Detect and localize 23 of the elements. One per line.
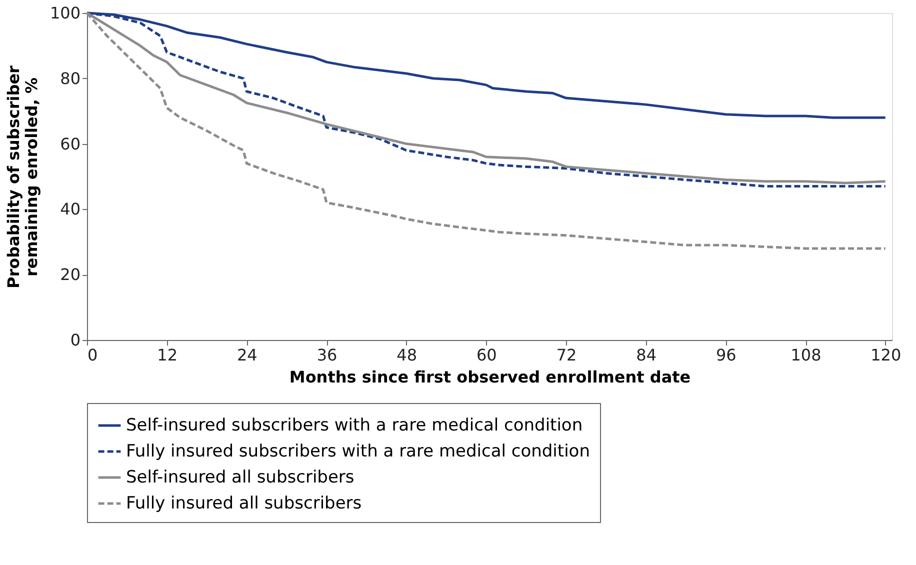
legend-label: Self-insured subscribers with a rare medical condition <box>126 416 583 436</box>
x-tick-label: 96 <box>716 346 736 364</box>
x-tick-label: 60 <box>476 346 497 364</box>
legend-label: Fully insured all subscribers <box>126 494 362 514</box>
x-tick-label: 72 <box>556 346 577 364</box>
y-tick-label: 80 <box>60 68 80 88</box>
legend-label: Fully insured subscribers with a rare medical condition <box>126 442 590 462</box>
x-tick-label: 120 <box>870 346 902 364</box>
y-axis-title: Probability of subscriber remaining enrolled, % <box>4 65 41 288</box>
x-tick-label: 36 <box>316 346 338 364</box>
x-axis-title: Months since first observed enrollment date <box>289 368 691 386</box>
y-tick-label: 100 <box>50 4 80 22</box>
x-tick-label: 12 <box>157 346 178 364</box>
y-tick-label: 20 <box>60 265 80 284</box>
x-tick-label: 108 <box>790 346 822 364</box>
x-tick-label: 24 <box>236 346 258 364</box>
x-tick-label: 84 <box>636 346 657 364</box>
x-tick-label: 48 <box>396 346 418 364</box>
x-tick-label: 0 <box>88 346 98 364</box>
y-tick-label: 0 <box>70 330 80 350</box>
legend-label: Self-insured all subscribers <box>126 468 354 488</box>
y-tick-label: 60 <box>60 134 80 154</box>
y-tick-label: 40 <box>60 200 80 219</box>
